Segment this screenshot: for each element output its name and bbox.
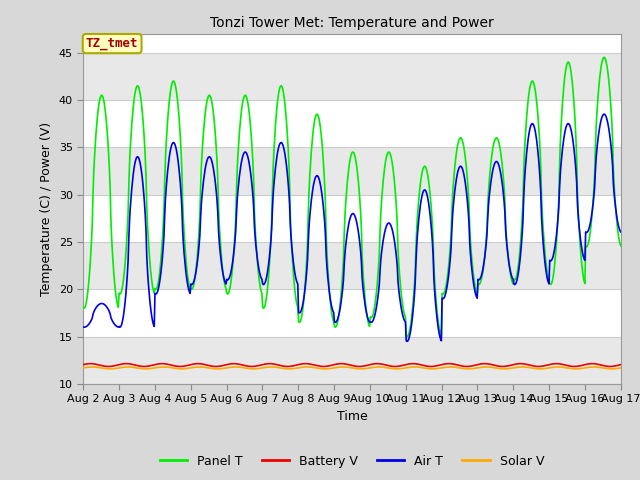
Bar (83, 336, 621, 384)
Bar (83, 242, 621, 289)
Bar (83, 147, 621, 194)
Title: Tonzi Tower Met: Temperature and Power: Tonzi Tower Met: Temperature and Power (210, 16, 494, 30)
Y-axis label: Temperature (C) / Power (V): Temperature (C) / Power (V) (40, 122, 53, 296)
Legend: Panel T, Battery V, Air T, Solar V: Panel T, Battery V, Air T, Solar V (155, 450, 549, 473)
X-axis label: Time: Time (337, 410, 367, 423)
Text: TZ_tmet: TZ_tmet (86, 37, 138, 50)
Bar (83, 52, 621, 100)
